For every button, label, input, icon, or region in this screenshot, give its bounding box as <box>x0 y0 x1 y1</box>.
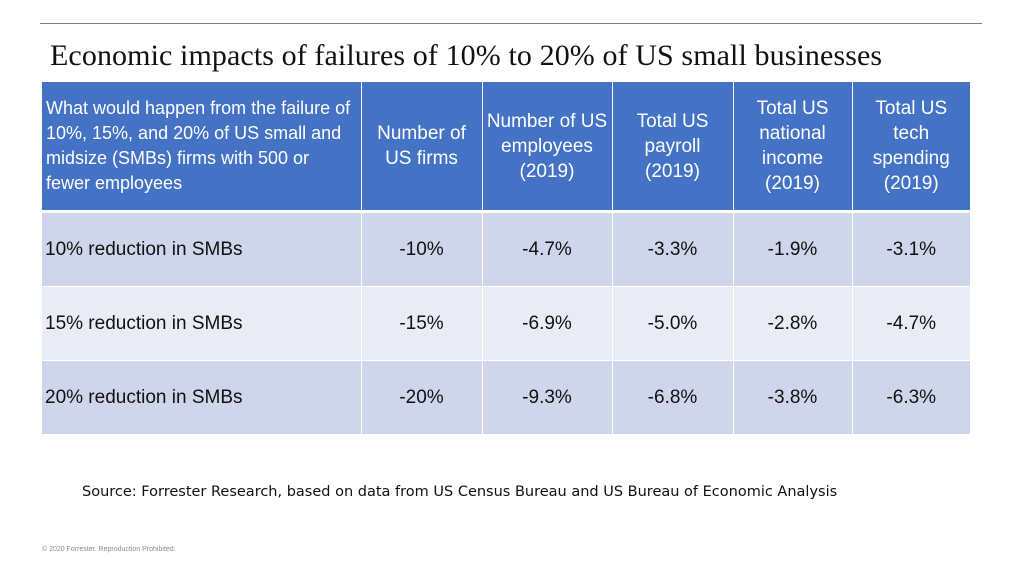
row-label: 10% reduction in SMBs <box>42 211 361 287</box>
copyright-notice: © 2020 Forrester. Reproduction Prohibite… <box>42 546 176 553</box>
cell-tech-spending: -3.1% <box>851 211 970 287</box>
row-label: 15% reduction in SMBs <box>42 286 361 361</box>
table-row: 15% reduction in SMBs -15% -6.9% -5.0% -… <box>42 286 970 361</box>
cell-us-payroll: -6.8% <box>611 360 733 434</box>
cell-national-income: -2.8% <box>732 286 852 361</box>
cell-us-firms: -10% <box>360 211 482 287</box>
table-row: 20% reduction in SMBs -20% -9.3% -6.8% -… <box>42 360 970 434</box>
header-tech-spending: Total US tech spending (2019) <box>851 82 970 213</box>
header-us-firms: Number of US firms <box>360 82 482 213</box>
cell-national-income: -3.8% <box>732 360 852 434</box>
header-us-payroll: Total US payroll (2019) <box>611 82 733 213</box>
cell-us-employees: -4.7% <box>481 211 612 287</box>
source-note: Source: Forrester Research, based on dat… <box>82 484 838 500</box>
table-header-row: What would happen from the failure of 10… <box>42 82 970 213</box>
header-us-employees: Number of US employees (2019) <box>481 82 612 213</box>
table-row: 10% reduction in SMBs -10% -4.7% -3.3% -… <box>42 211 970 287</box>
header-scenario: What would happen from the failure of 10… <box>42 82 361 213</box>
cell-us-payroll: -5.0% <box>611 286 733 361</box>
cell-us-payroll: -3.3% <box>611 211 733 287</box>
cell-tech-spending: -4.7% <box>851 286 970 361</box>
cell-us-employees: -6.9% <box>481 286 612 361</box>
cell-us-firms: -15% <box>360 286 482 361</box>
impact-table: What would happen from the failure of 10… <box>42 82 970 434</box>
top-divider <box>40 23 982 24</box>
slide-title: Economic impacts of failures of 10% to 2… <box>50 39 883 72</box>
cell-us-firms: -20% <box>360 360 482 434</box>
cell-national-income: -1.9% <box>732 211 852 287</box>
cell-tech-spending: -6.3% <box>851 360 970 434</box>
row-label: 20% reduction in SMBs <box>42 360 361 434</box>
cell-us-employees: -9.3% <box>481 360 612 434</box>
header-national-income: Total US national income (2019) <box>732 82 852 213</box>
